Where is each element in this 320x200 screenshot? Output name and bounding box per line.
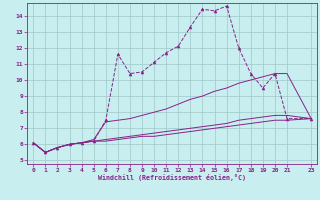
X-axis label: Windchill (Refroidissement éolien,°C): Windchill (Refroidissement éolien,°C): [98, 174, 246, 181]
